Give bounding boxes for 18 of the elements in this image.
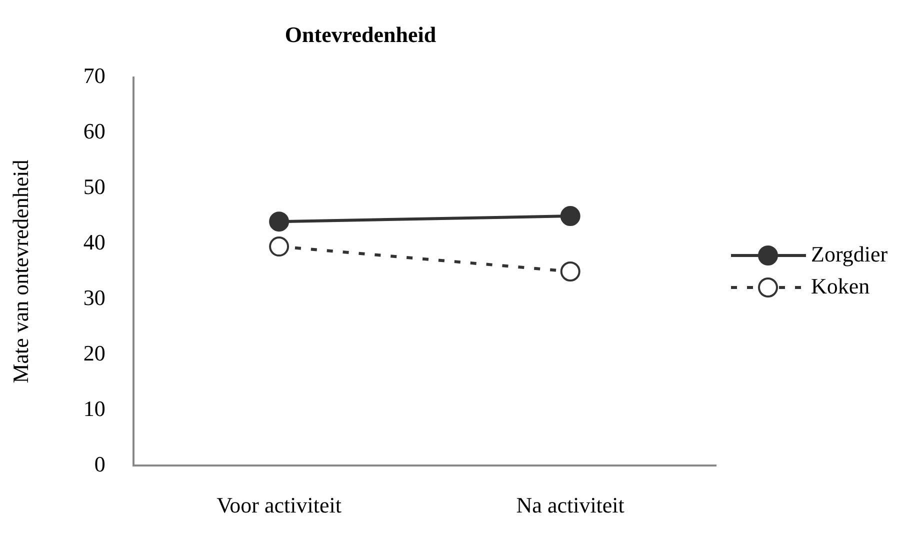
x-tick-label: Voor activiteit (216, 492, 342, 518)
y-tick-label: 60 (83, 118, 106, 144)
point (560, 206, 580, 226)
legend-label: Koken (811, 273, 870, 298)
legend-label: Zorgdier (811, 241, 888, 266)
y-tick-label: 40 (83, 230, 106, 255)
y-tick-label: 50 (83, 174, 106, 200)
y-tick-label: 30 (83, 285, 106, 310)
point (269, 212, 290, 232)
point (269, 236, 290, 257)
y-tick-label: 0 (94, 451, 106, 476)
chart-title: Ontevredenheid (284, 22, 436, 47)
y-tick-label: 20 (83, 340, 106, 366)
y-tick-label: 70 (83, 63, 106, 88)
point (560, 262, 580, 282)
y-axis-title: Mate van ontevredenheid (8, 160, 33, 384)
y-tick-label: 10 (83, 396, 106, 421)
x-tick-label: Na activiteit (516, 492, 624, 518)
